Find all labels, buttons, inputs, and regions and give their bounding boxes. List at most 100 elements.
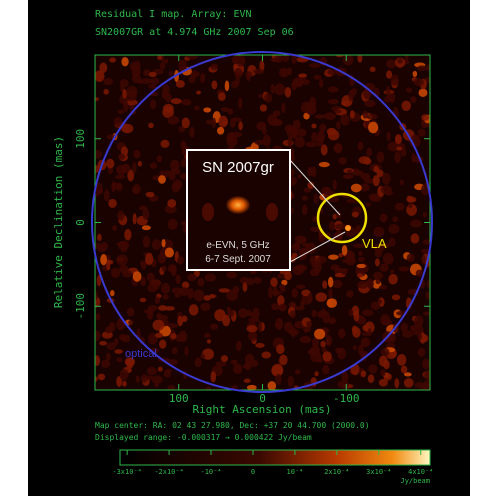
noise-blob	[414, 315, 424, 326]
noise-blob	[234, 68, 242, 78]
noise-blob	[162, 84, 169, 94]
noise-blob	[343, 54, 354, 65]
noise-blob	[348, 90, 354, 101]
noise-blob	[189, 127, 194, 138]
noise-blob	[373, 166, 378, 173]
noise-blob	[258, 321, 262, 332]
colorbar-tick-label: -3x10⁻⁴	[112, 468, 142, 476]
noise-blob	[99, 341, 107, 345]
noise-blob	[324, 112, 336, 120]
noise-blob	[382, 320, 393, 325]
noise-blob	[155, 333, 163, 338]
noise-blob	[328, 87, 338, 93]
noise-blob	[311, 132, 317, 142]
noise-blob	[314, 194, 319, 204]
displayed-range: Displayed range: -0.000317 → 0.000422 Jy…	[95, 433, 312, 442]
noise-blob	[160, 140, 169, 148]
inset-source	[226, 196, 250, 214]
noise-blob	[282, 55, 289, 62]
noise-blob	[399, 266, 410, 271]
noise-blob	[281, 103, 285, 114]
noise-blob	[168, 264, 176, 272]
noise-blob	[333, 280, 342, 289]
noise-blob	[331, 264, 340, 270]
noise-blob	[288, 136, 293, 148]
colorbar-tick-label: -2x10⁻⁴	[154, 468, 184, 476]
noise-blob	[106, 260, 110, 270]
x-tick-label: -100	[333, 392, 360, 405]
source	[345, 225, 351, 231]
noise-blob	[161, 283, 170, 294]
noise-blob	[147, 309, 153, 320]
noise-blob	[280, 69, 285, 75]
noise-blob	[297, 174, 301, 178]
noise-blob	[417, 65, 426, 71]
noise-blob	[127, 308, 134, 317]
noise-blob	[391, 75, 399, 86]
noise-blob	[273, 110, 280, 116]
noise-blob	[278, 304, 286, 312]
colorbar-tick-label: 2x10⁻⁴	[324, 468, 349, 476]
noise-blob	[245, 71, 252, 78]
noise-blob	[309, 63, 321, 68]
noise-blob	[185, 346, 189, 355]
noise-blob	[121, 57, 128, 66]
noise-blob	[298, 74, 307, 78]
noise-blob	[117, 211, 124, 221]
colorbar-tick-label: 4x10⁻⁴	[408, 468, 433, 476]
colorbar-unit: Jy/beam	[400, 477, 430, 485]
noise-blob	[367, 114, 378, 120]
noise-blob	[99, 188, 103, 194]
noise-blob	[333, 144, 342, 152]
noise-blob	[353, 310, 359, 321]
noise-blob	[176, 274, 181, 284]
noise-blob	[395, 203, 405, 211]
colorbar	[120, 450, 430, 465]
noise-blob	[153, 320, 165, 331]
noise-blob	[296, 285, 305, 289]
map-center: Map center: RA: 02 43 27.980, Dec: +37 2…	[95, 421, 370, 430]
colorbar-tick-label: 10⁻⁴	[286, 468, 303, 476]
noise-blob	[276, 344, 285, 354]
noise-blob	[116, 183, 123, 191]
noise-blob	[361, 370, 366, 377]
noise-blob	[404, 372, 412, 376]
noise-blob	[154, 379, 159, 387]
noise-blob	[268, 381, 277, 391]
noise-blob	[401, 366, 408, 374]
noise-blob	[247, 385, 257, 390]
noise-blob	[200, 73, 205, 83]
x-tick-label: 100	[169, 392, 189, 405]
noise-blob	[132, 162, 136, 174]
noise-blob	[140, 298, 147, 302]
noise-blob	[352, 212, 359, 218]
noise-blob	[381, 348, 390, 356]
inset-text: 6-7 Sept. 2007	[205, 254, 271, 265]
noise-blob	[343, 174, 353, 179]
noise-blob	[410, 220, 422, 228]
noise-blob	[121, 164, 130, 173]
noise-blob	[133, 213, 137, 224]
noise-blob	[407, 254, 415, 262]
noise-blob	[422, 359, 430, 370]
noise-blob	[170, 168, 181, 174]
noise-blob	[187, 273, 197, 281]
noise-blob	[116, 255, 128, 266]
noise-blob	[284, 271, 291, 280]
noise-blob	[114, 338, 118, 345]
noise-blob	[328, 277, 333, 288]
noise-blob	[404, 378, 414, 388]
noise-blob	[322, 281, 327, 289]
noise-blob	[410, 325, 414, 330]
noise-blob	[279, 355, 287, 366]
noise-blob	[262, 127, 266, 135]
noise-blob	[386, 86, 390, 97]
noise-blob	[386, 59, 396, 68]
noise-blob	[381, 185, 392, 194]
noise-blob	[221, 107, 230, 112]
noise-blob	[422, 254, 426, 264]
noise-blob	[328, 317, 336, 324]
noise-blob	[168, 219, 178, 230]
noise-blob	[231, 81, 238, 89]
noise-blob	[308, 349, 319, 356]
